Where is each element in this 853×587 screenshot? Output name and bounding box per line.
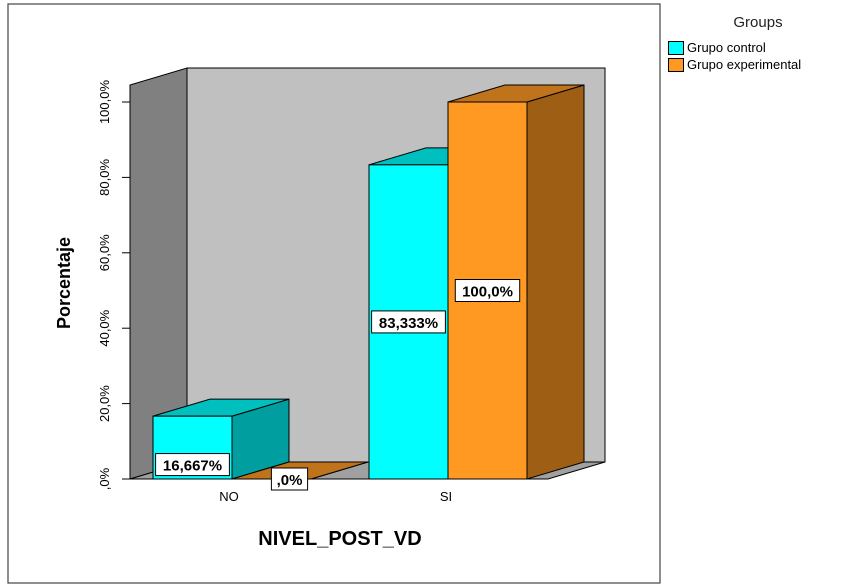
data-label: ,0% [277,472,303,489]
data-label: 100,0% [462,284,513,301]
y-tick-label: 100,0% [97,80,112,125]
legend-label-control: Grupo control [687,40,766,55]
data-label: 16,667% [163,458,222,475]
legend-label-experimental: Grupo experimental [687,57,802,72]
y-tick-label: 40,0% [97,309,112,346]
x-axis-label: NIVEL_POST_VD [258,528,421,550]
legend-title: Groups [733,14,783,31]
data-label-box [371,310,446,334]
legend-item-experimental: Grupo experimental [668,56,848,73]
y-tick-label: 80,0% [97,159,112,196]
data-label-box [454,279,521,302]
legend-swatch-control [668,40,684,55]
legend-item-control: Grupo control [668,39,848,56]
y-tick-label: 20,0% [97,385,112,422]
legend-swatch-experimental [668,57,684,72]
legend: Groups Grupo control Grupo experimental [668,14,848,73]
y-axis-label: Porcentaje [54,237,74,329]
data-label-box [155,453,230,477]
y-tick-label: ,0% [97,467,112,490]
x-tick-no: NO [219,489,239,504]
data-label: 83,333% [379,315,438,332]
data-label-box [270,467,309,491]
bar-side [526,84,585,480]
y-tick-label: 60,0% [97,234,112,271]
x-tick-si: SI [440,489,452,504]
